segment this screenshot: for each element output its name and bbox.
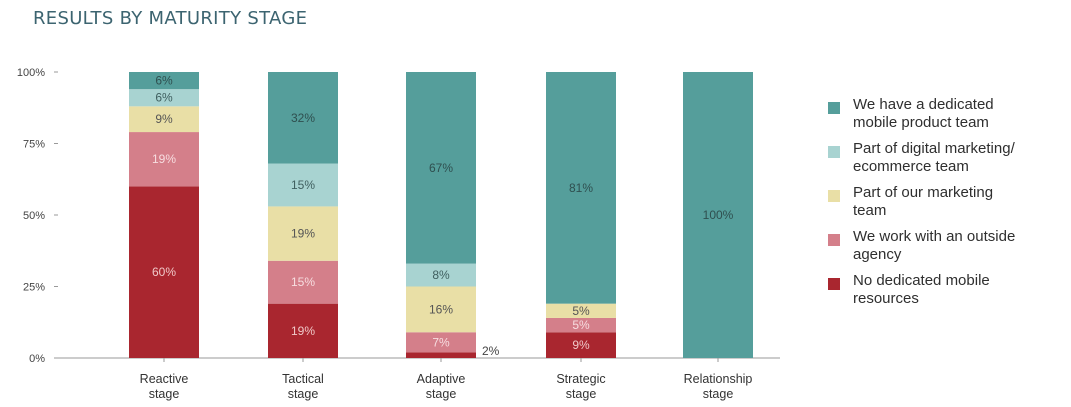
data-label: 15%	[291, 275, 315, 289]
data-label: 16%	[429, 302, 453, 316]
bar-segment	[406, 332, 476, 353]
bar-segment	[129, 186, 199, 358]
bars-layer	[129, 72, 753, 358]
bar-segment	[129, 132, 199, 187]
bar-segment	[546, 317, 616, 333]
data-label: 9%	[155, 112, 173, 126]
data-label: 67%	[429, 161, 453, 175]
bar-segment	[268, 260, 338, 304]
legend-item: No dedicated mobile resources	[828, 272, 1068, 308]
legend-item: Part of our marketing team	[828, 184, 1068, 220]
bar-segment	[406, 72, 476, 264]
y-tick-label: 75%	[23, 139, 45, 151]
legend-swatch	[828, 278, 840, 290]
legend-swatch	[828, 146, 840, 158]
legend-label: No dedicated mobile resources	[853, 272, 990, 307]
data-label: 19%	[291, 324, 315, 338]
data-label: 60%	[152, 265, 176, 279]
y-tick-label: 0%	[29, 353, 45, 365]
axis-layer: 0% 25% 50% 75% 100% Reactive stage Tactical stag…	[17, 67, 780, 401]
bar-segment	[268, 206, 338, 261]
legend: We have a dedicated mobile product team Pa…	[828, 96, 1068, 316]
data-label: 19%	[291, 227, 315, 241]
bar-segment	[406, 263, 476, 287]
bar-segment	[268, 163, 338, 207]
data-label: 6%	[155, 91, 173, 105]
x-tick-label: Strategic stage	[556, 372, 605, 401]
bar-segment	[268, 303, 338, 358]
legend-item: Part of digital marketing/ecommerce team	[828, 140, 1068, 176]
y-tick-label: 100%	[17, 67, 45, 79]
labels-layer: 60% 19% 9% 6% 6% 19% 15% 19% 15% 32% 7% 16% 8% 67% 9% 5…	[152, 74, 734, 358]
x-tick-label: Tactical stage	[282, 372, 324, 401]
legend-label: We work with an outside agency	[853, 228, 1016, 263]
legend-label: Part of digital marketing/ecommerce team	[853, 140, 1015, 175]
bar-segment	[546, 303, 616, 318]
legend-label: We have a dedicated mobile product team	[853, 96, 994, 131]
data-label: 5%	[572, 318, 590, 332]
bar-segment	[129, 106, 199, 133]
data-label: 5%	[572, 304, 590, 318]
legend-swatch	[828, 234, 840, 246]
bar-segment	[129, 72, 199, 90]
data-label: 6%	[155, 74, 173, 88]
bar-segment	[546, 332, 616, 358]
legend-label: Part of our marketing team	[853, 184, 994, 219]
bar-segment	[406, 286, 476, 333]
bar-segment	[546, 72, 616, 304]
data-label: 15%	[291, 178, 315, 192]
y-tick-label: 25%	[23, 282, 45, 294]
legend-item: We work with an outside agency	[828, 228, 1068, 264]
data-label: 32%	[291, 111, 315, 125]
bar-segment	[406, 352, 476, 358]
data-label: 19%	[152, 152, 176, 166]
y-tick-label: 50%	[23, 210, 45, 222]
x-tick-label: Adaptive stage	[417, 372, 466, 401]
bar-segment	[683, 72, 753, 358]
data-label: 81%	[569, 181, 593, 195]
x-tick-label: Reactive stage	[140, 372, 189, 401]
bar-segment	[268, 72, 338, 164]
data-label: 9%	[572, 338, 590, 352]
data-label: 8%	[432, 268, 450, 282]
data-label-outside: 2%	[482, 344, 500, 358]
chart-title: RESULTS BY MATURITY STAGE	[33, 8, 308, 29]
legend-item: We have a dedicated mobile product team	[828, 96, 1068, 132]
data-label: 7%	[432, 335, 450, 349]
legend-swatch	[828, 190, 840, 202]
legend-swatch	[828, 102, 840, 114]
data-label: 100%	[703, 208, 734, 222]
x-tick-label: Relationship stage	[684, 372, 753, 401]
bar-segment	[129, 89, 199, 107]
